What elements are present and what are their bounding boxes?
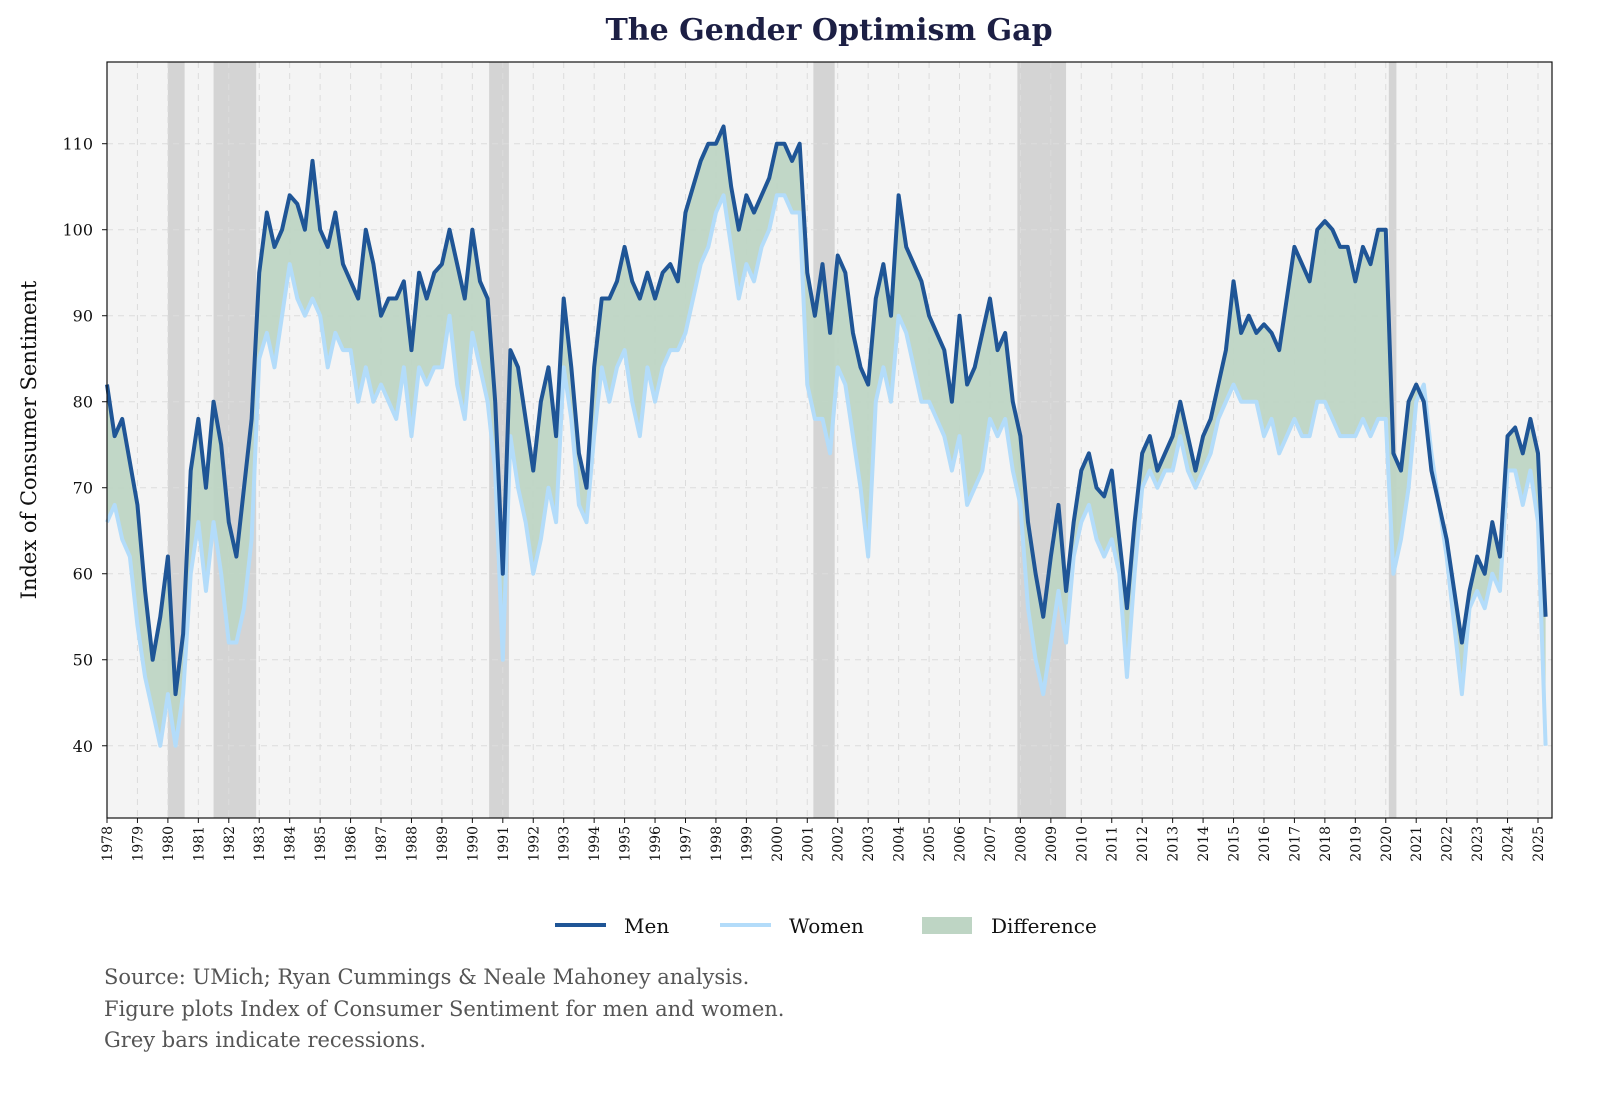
x-tick-label: 2018 <box>1318 826 1334 862</box>
y-tick-label: 50 <box>73 651 93 670</box>
legend-swatch-difference <box>922 917 972 934</box>
recession-note: Grey bars indicate recessions. <box>104 1028 427 1052</box>
source-note: Source: UMich; Ryan Cummings & Neale Mah… <box>104 965 750 989</box>
legend: Men Women Difference <box>555 914 1097 938</box>
x-tick-label: 1989 <box>435 826 451 862</box>
recession-bar <box>813 62 835 818</box>
x-tick-label: 1992 <box>526 826 542 862</box>
x-tick-label: 1998 <box>709 826 725 862</box>
x-tick-label: 2004 <box>892 826 908 862</box>
x-tick-label: 2013 <box>1166 826 1182 862</box>
x-tick-label: 1991 <box>496 826 512 862</box>
legend-label-women: Women <box>789 914 864 938</box>
chart-title: The Gender Optimism Gap <box>605 13 1052 48</box>
x-tick-label: 2025 <box>1531 826 1547 862</box>
x-tick-label: 2009 <box>1044 826 1060 862</box>
x-tick-label: 1988 <box>404 826 420 862</box>
x-tick-label: 2007 <box>983 826 999 862</box>
x-tick-label: 1982 <box>222 826 238 862</box>
x-tick-label: 2020 <box>1379 826 1395 862</box>
x-tick-label: 1980 <box>161 826 177 862</box>
x-tick-label: 2021 <box>1409 826 1425 862</box>
y-tick-label: 40 <box>73 737 93 756</box>
y-tick-label: 90 <box>73 307 93 326</box>
x-tick-label: 1987 <box>374 826 390 862</box>
x-tick-label: 2005 <box>922 826 938 862</box>
x-tick-label: 2023 <box>1470 826 1486 862</box>
legend-label-men: Men <box>624 914 669 938</box>
x-tick-label: 1978 <box>100 826 116 862</box>
x-tick-label: 1979 <box>130 826 146 862</box>
x-tick-label: 2002 <box>831 826 847 862</box>
x-tick-label: 1986 <box>344 826 360 862</box>
x-tick-label: 1990 <box>465 826 481 862</box>
x-tick-label: 2016 <box>1257 826 1273 862</box>
men-line <box>105 124 1548 697</box>
y-tick-label: 110 <box>62 135 93 154</box>
x-tick-label: 2003 <box>861 826 877 862</box>
x-tick-label: 2015 <box>1227 826 1243 862</box>
x-tick-label: 1996 <box>648 826 664 862</box>
x-tick-label: 1981 <box>191 826 207 862</box>
x-tick-label: 2019 <box>1348 826 1364 862</box>
y-tick-label: 60 <box>73 565 93 584</box>
x-tick-label: 2017 <box>1287 826 1303 862</box>
y-tick-label: 80 <box>73 393 93 412</box>
y-axis-label: Index of Consumer Sentiment <box>17 280 41 599</box>
description-note: Figure plots Index of Consumer Sentiment… <box>104 997 785 1021</box>
y-tick-label: 70 <box>73 479 93 498</box>
x-tick-label: 2014 <box>1196 826 1212 862</box>
plot-area: 1978 1979 1980 1981 1982 1983 1984 1985 1986 1987… <box>62 61 1553 862</box>
plot-frame <box>106 61 1553 819</box>
x-tick-label: 1985 <box>313 826 329 862</box>
x-tick-label: 1984 <box>283 826 299 862</box>
x-tick-label: 1999 <box>739 826 755 862</box>
x-tick-label: 2022 <box>1440 826 1456 862</box>
legend-label-difference: Difference <box>991 914 1097 938</box>
x-tick-label: 2008 <box>1013 826 1029 862</box>
x-tick-label: 2012 <box>1135 826 1151 862</box>
x-tick-label: 1994 <box>587 826 603 862</box>
y-tick-label: 100 <box>62 221 93 240</box>
x-tick-label: 1997 <box>678 826 694 862</box>
x-tick-label: 2011 <box>1105 826 1121 862</box>
women-line <box>105 193 1548 748</box>
x-tick-label: 1983 <box>252 826 268 862</box>
x-tick-label: 1995 <box>618 826 634 862</box>
x-tick-label: 2010 <box>1074 826 1090 862</box>
recession-bar <box>1017 62 1067 818</box>
x-tick-label: 1993 <box>557 826 573 862</box>
x-tick-label: 2000 <box>770 826 786 862</box>
x-tick-label: 2001 <box>800 826 816 862</box>
x-tick-label: 2006 <box>953 826 969 862</box>
x-tick-label: 2024 <box>1501 826 1517 862</box>
